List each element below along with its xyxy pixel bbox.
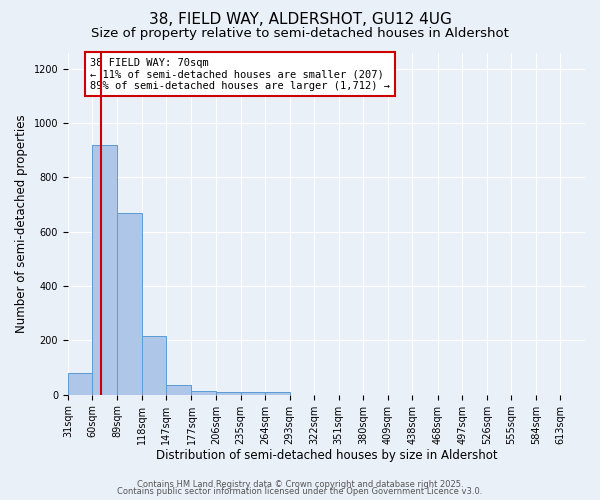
Text: 38, FIELD WAY, ALDERSHOT, GU12 4UG: 38, FIELD WAY, ALDERSHOT, GU12 4UG — [149, 12, 451, 28]
Text: 38 FIELD WAY: 70sqm
← 11% of semi-detached houses are smaller (207)
89% of semi-: 38 FIELD WAY: 70sqm ← 11% of semi-detach… — [90, 58, 390, 91]
Text: Contains public sector information licensed under the Open Government Licence v3: Contains public sector information licen… — [118, 487, 482, 496]
Bar — [92, 145, 117, 394]
Text: Size of property relative to semi-detached houses in Aldershot: Size of property relative to semi-detach… — [91, 28, 509, 40]
Bar — [265, 392, 290, 394]
Bar — [68, 373, 92, 394]
Bar — [216, 392, 241, 394]
Bar — [166, 385, 191, 394]
X-axis label: Distribution of semi-detached houses by size in Aldershot: Distribution of semi-detached houses by … — [155, 450, 497, 462]
Bar — [117, 212, 142, 394]
Y-axis label: Number of semi-detached properties: Number of semi-detached properties — [15, 114, 28, 333]
Text: Contains HM Land Registry data © Crown copyright and database right 2025.: Contains HM Land Registry data © Crown c… — [137, 480, 463, 489]
Bar — [142, 336, 166, 394]
Bar — [191, 390, 216, 394]
Bar — [241, 392, 265, 394]
